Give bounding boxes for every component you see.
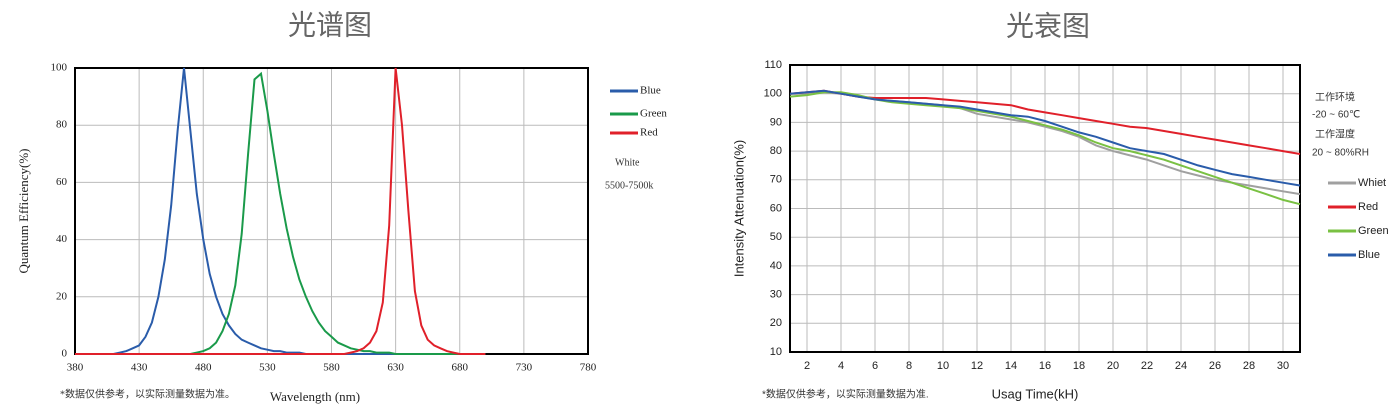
annotation: 工作环境 [1315, 91, 1355, 104]
annotation: White [615, 157, 640, 168]
annotation: 工作湿度 [1315, 128, 1355, 141]
x-tick-label: 730 [516, 362, 533, 374]
y-tick-label: 60 [56, 176, 68, 188]
series-line [75, 67, 486, 355]
y-axis-title: Intensity Attenuation(%) [731, 140, 746, 277]
series-line [75, 71, 486, 355]
x-axis-title: Usag Time(kH) [992, 386, 1079, 401]
series-line [789, 89, 1301, 155]
y-tick-label: 10 [770, 346, 782, 358]
y-tick-label: 40 [770, 260, 782, 272]
y-axis-title: Quantum Efficiency(%) [16, 148, 31, 273]
x-tick-label: 780 [580, 362, 597, 374]
annotation: -20 ~ 60℃ [1312, 110, 1360, 121]
x-tick-label: 680 [452, 362, 469, 374]
y-tick-label: 0 [62, 348, 68, 360]
y-tick-label: 40 [56, 233, 68, 245]
x-tick-label: 18 [1073, 360, 1085, 372]
legend-label: Red [640, 127, 658, 139]
x-tick-label: 10 [937, 360, 949, 372]
y-tick-label: 20 [56, 290, 68, 302]
y-tick-label: 90 [770, 116, 782, 128]
y-tick-label: 20 [770, 317, 782, 329]
legend-label: Blue [640, 85, 661, 97]
x-axis-title: Wavelength (nm) [270, 389, 360, 404]
x-tick-label: 630 [387, 362, 404, 374]
x-tick-label: 24 [1175, 360, 1187, 372]
x-tick-label: 530 [259, 362, 276, 374]
x-tick-label: 580 [323, 362, 340, 374]
legend-label: Green [640, 108, 667, 120]
x-tick-label: 28 [1243, 360, 1255, 372]
y-tick-label: 100 [764, 88, 782, 100]
y-tick-label: 100 [51, 62, 68, 74]
y-tick-label: 70 [770, 174, 782, 186]
plot-frame [789, 64, 1301, 353]
x-tick-label: 380 [67, 362, 84, 374]
y-tick-label: 30 [770, 289, 782, 301]
y-tick-label: 110 [764, 59, 782, 71]
chart-title: 光谱图 [288, 9, 372, 41]
x-tick-label: 480 [195, 362, 212, 374]
legend-label: Blue [1358, 249, 1380, 261]
series-line [789, 89, 1301, 187]
x-tick-label: 20 [1107, 360, 1119, 372]
annotation: 5500-7500k [605, 180, 653, 191]
x-tick-label: 2 [804, 360, 810, 372]
x-tick-label: 22 [1141, 360, 1153, 372]
y-tick-label: 80 [770, 145, 782, 157]
x-tick-label: 14 [1005, 360, 1017, 372]
y-tick-label: 80 [56, 119, 68, 131]
x-tick-label: 26 [1209, 360, 1221, 372]
chart: 光谱图 0 20 40 60 80 100 380 430 480 530 580 630 680 730 7… [16, 9, 667, 404]
legend-label: Red [1358, 201, 1378, 213]
x-tick-label: 30 [1277, 360, 1289, 372]
x-tick-label: 6 [872, 360, 878, 372]
annotation: 20 ~ 80%RH [1312, 148, 1369, 159]
x-tick-label: 12 [971, 360, 983, 372]
legend-label: Whiet [1358, 177, 1386, 189]
annotation: *数据仅供参考，以实际测量数据为准。 [60, 387, 235, 400]
y-tick-label: 50 [770, 231, 782, 243]
series-line [75, 67, 486, 355]
chart-title: 光衰图 [1006, 10, 1090, 41]
annotation: *数据仅供参考，以实际测量数据为准. [762, 388, 929, 401]
y-tick-label: 60 [770, 202, 782, 214]
x-tick-label: 16 [1039, 360, 1051, 372]
x-tick-label: 8 [906, 360, 912, 372]
x-tick-label: 430 [131, 362, 148, 374]
x-tick-label: 4 [838, 360, 844, 372]
legend-label: Green [1358, 225, 1389, 237]
